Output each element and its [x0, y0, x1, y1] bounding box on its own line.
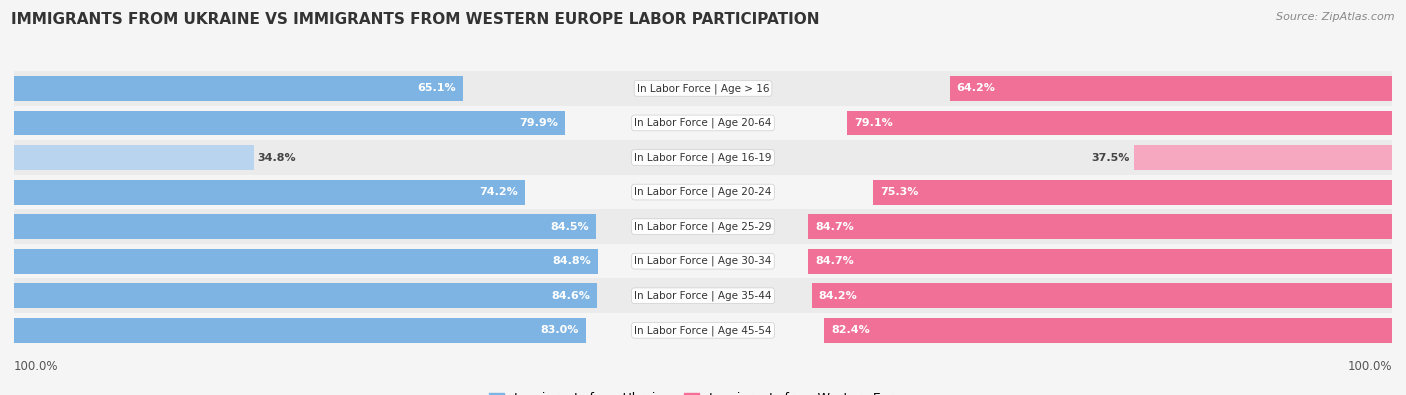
Bar	[14, 283, 598, 308]
Bar	[14, 180, 526, 205]
Bar	[14, 140, 1392, 175]
Text: 84.5%: 84.5%	[551, 222, 589, 231]
Text: 84.7%: 84.7%	[815, 256, 853, 266]
Bar	[873, 180, 1392, 205]
Text: In Labor Force | Age 16-19: In Labor Force | Age 16-19	[634, 152, 772, 163]
Bar	[824, 318, 1392, 343]
Text: 84.8%: 84.8%	[553, 256, 592, 266]
Bar	[808, 249, 1392, 274]
Bar	[14, 214, 596, 239]
Bar	[1133, 145, 1392, 170]
Text: 84.2%: 84.2%	[818, 291, 858, 301]
Text: 84.6%: 84.6%	[551, 291, 591, 301]
Text: In Labor Force | Age 25-29: In Labor Force | Age 25-29	[634, 221, 772, 232]
Text: In Labor Force | Age 45-54: In Labor Force | Age 45-54	[634, 325, 772, 336]
Bar	[14, 71, 1392, 106]
Bar	[846, 111, 1392, 135]
Text: 100.0%: 100.0%	[1347, 360, 1392, 373]
Legend: Immigrants from Ukraine, Immigrants from Western Europe: Immigrants from Ukraine, Immigrants from…	[485, 387, 921, 395]
Text: 79.9%: 79.9%	[519, 118, 558, 128]
Text: Source: ZipAtlas.com: Source: ZipAtlas.com	[1277, 12, 1395, 22]
Bar	[14, 244, 1392, 278]
Bar	[811, 283, 1392, 308]
Bar	[14, 249, 599, 274]
Text: 84.7%: 84.7%	[815, 222, 853, 231]
Bar	[14, 145, 254, 170]
Text: In Labor Force | Age > 16: In Labor Force | Age > 16	[637, 83, 769, 94]
Bar	[14, 106, 1392, 140]
Bar	[14, 175, 1392, 209]
Text: In Labor Force | Age 35-44: In Labor Force | Age 35-44	[634, 290, 772, 301]
Text: In Labor Force | Age 20-24: In Labor Force | Age 20-24	[634, 187, 772, 198]
Text: 64.2%: 64.2%	[956, 83, 995, 93]
Text: 74.2%: 74.2%	[479, 187, 519, 197]
Bar	[14, 209, 1392, 244]
Bar	[14, 313, 1392, 348]
Bar	[14, 111, 565, 135]
Bar	[808, 214, 1392, 239]
Bar	[14, 76, 463, 101]
Text: 65.1%: 65.1%	[418, 83, 456, 93]
Text: 37.5%: 37.5%	[1092, 152, 1130, 162]
Text: 82.4%: 82.4%	[831, 325, 870, 335]
Text: 75.3%: 75.3%	[880, 187, 918, 197]
Text: 34.8%: 34.8%	[257, 152, 295, 162]
Text: 83.0%: 83.0%	[541, 325, 579, 335]
Bar	[14, 318, 586, 343]
Bar	[14, 278, 1392, 313]
Text: In Labor Force | Age 30-34: In Labor Force | Age 30-34	[634, 256, 772, 267]
Text: IMMIGRANTS FROM UKRAINE VS IMMIGRANTS FROM WESTERN EUROPE LABOR PARTICIPATION: IMMIGRANTS FROM UKRAINE VS IMMIGRANTS FR…	[11, 12, 820, 27]
Text: 100.0%: 100.0%	[14, 360, 59, 373]
Text: In Labor Force | Age 20-64: In Labor Force | Age 20-64	[634, 118, 772, 128]
Bar	[949, 76, 1392, 101]
Text: 79.1%: 79.1%	[853, 118, 893, 128]
